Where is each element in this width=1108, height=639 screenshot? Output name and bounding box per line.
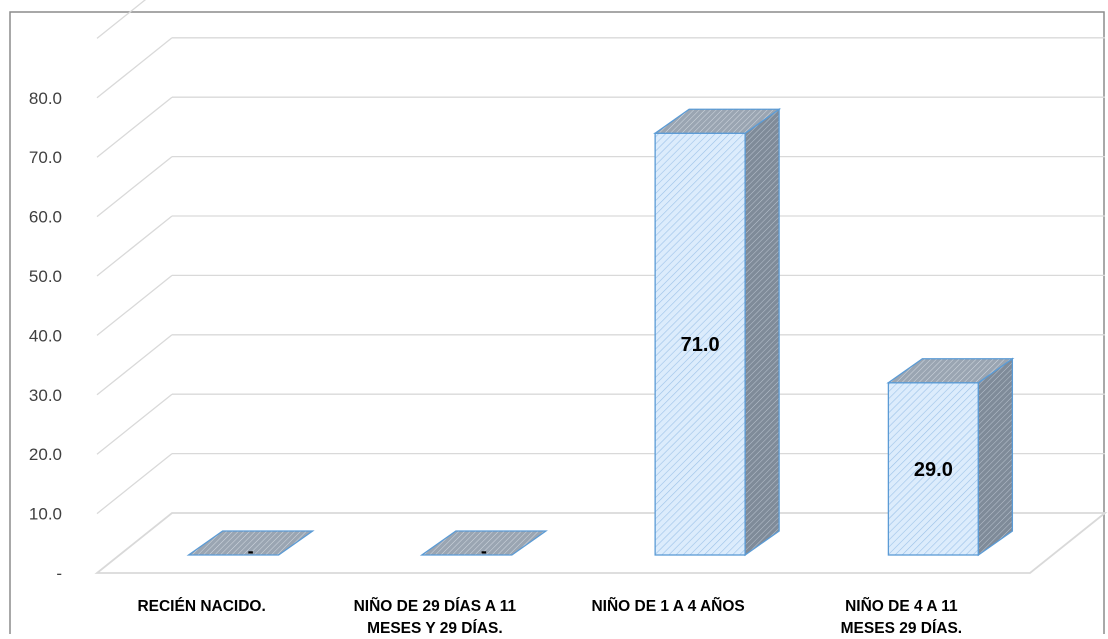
chart-border [9,11,1105,639]
y-axis-tick-labels: - 10.0 20.0 30.0 40.0 50.0 60.0 70.0 80.0 [29,89,62,583]
x-category-label: RECIÉN NACIDO. [137,598,265,615]
bar-top-face [419,530,548,556]
x-axis-category-labels: RECIÉN NACIDO. NIÑO DE 29 DÍAS A 11 MESES … [137,597,962,637]
bar-side-face [977,357,1014,557]
bar-front-face [654,132,746,556]
side-wall-top-edge [96,0,147,39]
x-category-label: MESES 29 DÍAS. [841,620,962,634]
bar [419,530,548,556]
floor-plane [94,512,1108,574]
side-wall-gridline [96,334,173,396]
y-tick-label: 60.0 [29,208,62,227]
floor-outline [94,512,1108,574]
x-category-label: NIÑO DE 29 DÍAS A 11 [354,597,517,615]
y-tick-label: 70.0 [29,148,62,167]
bar-side-face [744,108,780,557]
data-label: - [481,541,487,561]
y-tick-label: 10.0 [29,505,62,524]
bars [186,108,1015,557]
bar [653,108,782,557]
data-label: 71.0 [681,334,720,356]
data-labels: - - 71.0 29.0 [248,334,953,561]
side-wall-gridline [96,274,173,336]
bar-top-face [186,530,315,556]
y-tick-label: 20.0 [29,445,62,464]
bar-top-face [886,358,1015,384]
side-wall-gridline [96,215,173,277]
y-tick-label: 40.0 [29,326,62,345]
side-wall-gridline [96,37,173,99]
data-label: - [248,541,254,561]
side-wall-gridline [96,156,173,218]
side-wall-gridline [96,393,173,455]
y-tick-label: 50.0 [29,267,62,286]
data-label: 29.0 [914,459,953,481]
back-wall [96,0,173,515]
side-wall-gridline [96,453,173,515]
x-category-label: NIÑO DE 1 A 4 AÑOS [591,597,744,615]
side-wall-gridline [96,96,173,158]
y-tick-label: - [56,564,62,583]
x-category-label: NIÑO DE 4 A 11 [845,597,958,615]
y-tick-label: 80.0 [29,89,62,108]
bar [186,530,315,556]
x-category-label: MESES Y 29 DÍAS. [367,620,503,634]
bar [886,357,1015,557]
gridlines [172,37,1105,455]
bar-top-face [653,108,782,134]
y-tick-label: 30.0 [29,386,62,405]
